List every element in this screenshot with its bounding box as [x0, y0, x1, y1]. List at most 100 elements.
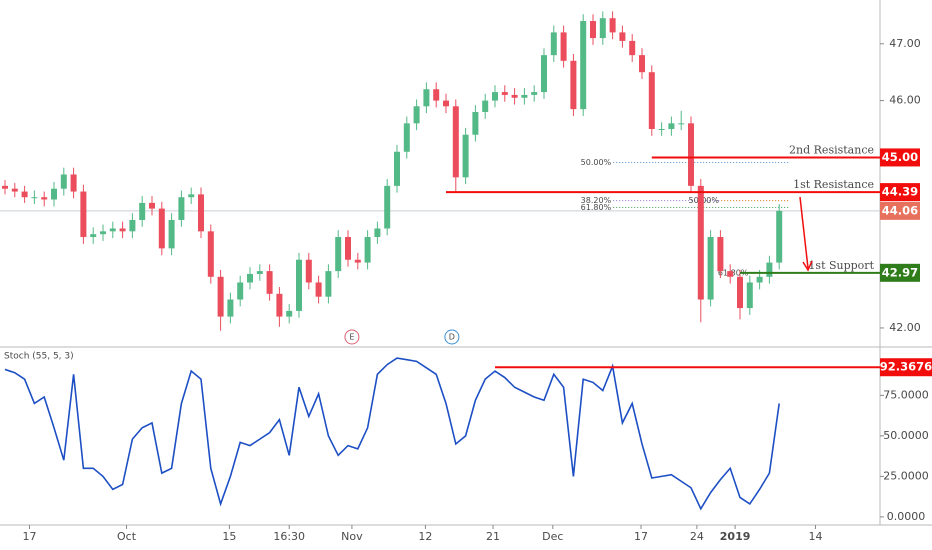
- x-tick-label: 15: [222, 530, 236, 543]
- candle-body: [413, 106, 420, 124]
- candle-body: [629, 40, 636, 56]
- x-tick-label: Nov: [341, 530, 363, 543]
- candle-body: [354, 259, 361, 263]
- fib-label: 61.80%: [718, 268, 749, 277]
- candle-body: [443, 100, 449, 107]
- candle-body: [619, 32, 626, 41]
- x-tick-label: 12: [418, 530, 432, 543]
- candle-body: [374, 228, 381, 238]
- candle-body: [325, 271, 332, 297]
- candle-body: [756, 276, 763, 283]
- candle-body: [227, 299, 234, 317]
- stoch-level-tag: [880, 358, 932, 377]
- candle-body: [41, 197, 48, 200]
- candle-body: [511, 94, 518, 98]
- candle-body: [717, 237, 724, 272]
- event-marker: [344, 329, 360, 345]
- fib-label: 50.00%: [688, 196, 719, 205]
- candle-body: [707, 237, 714, 300]
- level-name: 1st Support: [808, 259, 874, 272]
- candle-body: [168, 219, 175, 249]
- candle-body: [678, 123, 685, 125]
- candle-body: [109, 228, 116, 232]
- candle-body: [100, 231, 106, 235]
- candle-body: [158, 208, 165, 249]
- candle-body: [580, 21, 587, 110]
- event-label: D: [449, 333, 455, 342]
- fib-label: 38.20%: [581, 196, 612, 205]
- x-tick-label: Dec: [542, 530, 563, 543]
- candle-body: [188, 194, 195, 198]
- stoch-y-tick-label: 50.0000: [883, 429, 929, 442]
- stoch-level-label: 92.3676: [880, 360, 932, 374]
- candle-body: [198, 194, 204, 232]
- level-tag-label: 44.39: [882, 185, 918, 199]
- candle-body: [296, 259, 302, 311]
- candle-body: [521, 94, 528, 98]
- level-name: 2nd Resistance: [789, 143, 874, 156]
- event-label: E: [349, 333, 354, 342]
- candle-body: [60, 174, 67, 189]
- x-tick-label: 24: [690, 530, 704, 543]
- x-tick-label: 2019: [720, 530, 751, 543]
- candle-body: [766, 262, 773, 277]
- level-tag-label: 45.00: [882, 150, 918, 164]
- level-tag: [880, 183, 920, 202]
- candle-body: [207, 231, 214, 277]
- candle-body: [384, 185, 391, 229]
- candle-body: [266, 271, 273, 294]
- candle-body: [462, 134, 469, 178]
- candle-body: [639, 55, 645, 73]
- candle-body: [423, 89, 430, 107]
- candle-body: [727, 271, 734, 277]
- candle-body: [688, 123, 694, 186]
- stoch-line: [4, 357, 780, 511]
- fib-label: 50.00%: [581, 158, 612, 167]
- candle-body: [237, 282, 244, 300]
- candle-body: [139, 202, 146, 220]
- candle-body: [609, 18, 616, 33]
- candle-body: [403, 123, 410, 152]
- candle-body: [90, 234, 97, 238]
- candle-body: [492, 92, 498, 101]
- candle-body: [599, 18, 606, 39]
- candle-body: [697, 185, 704, 300]
- candle-body: [501, 92, 508, 95]
- last-price-tag: [880, 201, 920, 220]
- candle-body: [217, 276, 224, 317]
- candle-body: [247, 273, 253, 283]
- candle-body: [51, 188, 57, 200]
- y-tick-label: 42.00: [889, 321, 921, 334]
- x-tick-label: Oct: [117, 530, 137, 543]
- candle-body: [452, 106, 459, 178]
- candle-body: [746, 282, 753, 309]
- candle-body: [737, 276, 743, 309]
- candle-body: [256, 271, 263, 274]
- stoch-y-tick-label: 25.0000: [883, 469, 929, 482]
- candle-body: [648, 72, 655, 130]
- candle-body: [305, 259, 312, 283]
- level-tag: [880, 148, 920, 167]
- candle-body: [21, 191, 28, 198]
- candle-body: [276, 293, 283, 317]
- candle-body: [472, 111, 479, 135]
- candle-body: [531, 92, 538, 95]
- x-tick-label: 16:30: [273, 530, 305, 543]
- event-marker: [444, 329, 460, 345]
- candle-body: [364, 237, 371, 263]
- candle-body: [119, 228, 126, 232]
- candle-body: [31, 197, 38, 199]
- last-price-label: 44.06: [882, 203, 918, 217]
- y-tick-label: 47.00: [889, 37, 921, 50]
- candle-body: [570, 60, 577, 110]
- candle-body: [80, 191, 87, 238]
- stoch-y-tick-label: 75.0000: [883, 388, 929, 401]
- candle-body: [668, 123, 675, 130]
- candle-body: [335, 237, 342, 272]
- candle-body: [129, 219, 136, 232]
- candle-body: [149, 202, 155, 209]
- candle-body: [11, 188, 18, 192]
- candle-body: [2, 185, 8, 189]
